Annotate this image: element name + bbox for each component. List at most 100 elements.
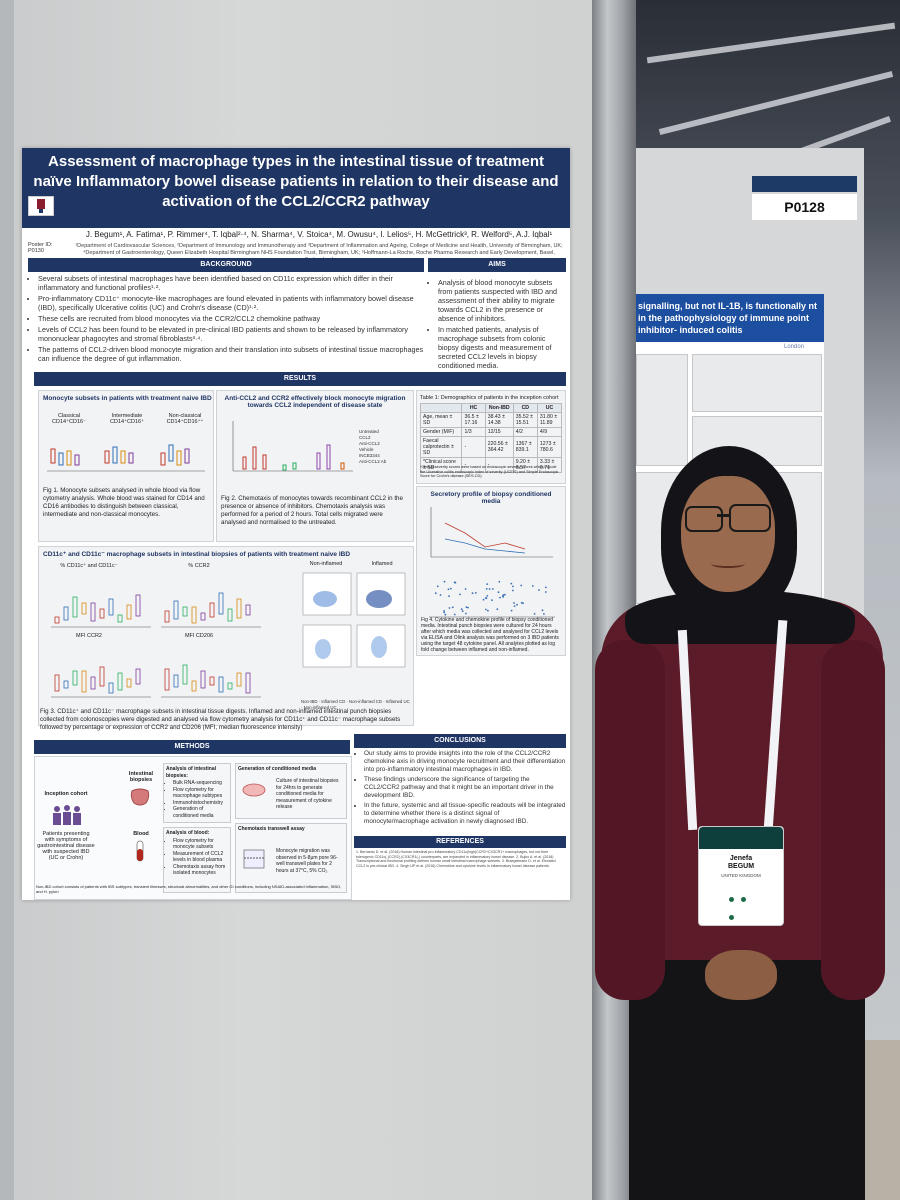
volcano-point — [545, 586, 547, 589]
fig3-box — [245, 604, 251, 616]
fig3-box — [72, 670, 78, 686]
volcano-point — [520, 584, 523, 587]
volcano-point — [482, 598, 485, 601]
conclusion-point: These findings underscore the significan… — [364, 776, 566, 800]
fig3-box — [227, 682, 233, 690]
table-header-cell — [419, 403, 463, 413]
blood-analysis-box: Analysis of blood: Flow cytometry for mo… — [163, 827, 231, 893]
flow-label: Non-inflamed — [309, 561, 343, 567]
fig3-box — [173, 600, 179, 620]
fig3-box — [54, 616, 60, 624]
volcano-point — [443, 610, 445, 612]
fig2-legend-item: Anti-CCL2 Ab — [359, 459, 387, 464]
fig3-box — [209, 602, 215, 618]
fig3-box — [99, 608, 105, 619]
fig3-box — [236, 672, 242, 687]
fig3-box — [182, 664, 188, 685]
volcano-point — [543, 613, 545, 615]
fig3-box — [117, 672, 123, 691]
fig3-box — [72, 596, 78, 618]
fig3-box — [63, 680, 69, 689]
aims-heading: AIMS — [428, 258, 566, 272]
volcano-point — [538, 589, 540, 591]
volcano-point — [465, 606, 468, 608]
table-cell: *Clinical score ± SD — [419, 457, 463, 473]
fig3-legend-item: Non-inflamed CD — [349, 699, 382, 704]
references-text: 1. Bernardo D. et al. (2018) Human intes… — [356, 850, 556, 868]
fig3-box — [164, 668, 170, 691]
ceiling-truss — [658, 71, 894, 135]
name-badge: Jenefa BEGUM UNITED KINGDOM — [698, 826, 784, 926]
background-point: These cells are recruited from blood mon… — [38, 314, 424, 323]
table-cell: 1367 ± 839.1 — [512, 436, 538, 458]
volcano-point — [484, 597, 487, 599]
biopsy-method-item: Flow cytometry for macrophage subtypes — [173, 787, 228, 800]
fig3-box — [191, 680, 197, 692]
hands — [705, 950, 777, 1000]
table-cell: 4/9 — [536, 427, 563, 437]
volcano-point — [498, 580, 501, 583]
background-point: Levels of CCL2 has been found to be elev… — [38, 325, 424, 343]
volcano-point — [467, 606, 469, 609]
fig1-panel: Monocyte subsets in patients with treatm… — [38, 390, 214, 542]
conclusion-point: In the future, systemic and all tissue-s… — [364, 802, 566, 826]
volcano-point — [460, 608, 463, 611]
fig1-boxplots — [47, 444, 205, 472]
fig3-box — [245, 672, 251, 694]
table-cell: 38.43 ± 14.38 — [484, 412, 514, 428]
fig3-box — [173, 674, 179, 688]
presenter: Jenefa BEGUM UNITED KINGDOM — [595, 440, 885, 1200]
face — [681, 476, 775, 592]
volcano-point — [434, 592, 437, 595]
fig3-box — [90, 602, 96, 622]
poster-id-label: Poster ID: — [28, 242, 53, 248]
poster-id-value: P0130 — [28, 248, 44, 254]
volcano-point — [496, 608, 499, 611]
petri-dish-icon — [242, 783, 266, 797]
table-cell: 31.80 ± 11.89 — [536, 412, 563, 428]
blood-method-item: Measurement of CCL2 levels in blood plas… — [173, 851, 228, 864]
volcano-point — [499, 596, 501, 599]
neighbor-figure — [636, 354, 688, 466]
inception-cohort-label: Inception cohort — [44, 791, 88, 797]
badge-name: Jenefa BEGUM — [699, 855, 783, 871]
conditioned-media-box: Generation of conditioned media Culture … — [235, 763, 347, 819]
blood-analysis-title: Analysis of blood: — [166, 830, 210, 836]
neighbor-poster-subtitle: London — [784, 344, 805, 350]
volcano-point — [504, 593, 506, 596]
volcano-point — [447, 588, 450, 591]
methods-panel: Inception cohort Patients presenting wit… — [34, 756, 352, 900]
volcano-point — [491, 599, 493, 601]
fig3-box — [126, 604, 132, 620]
volcano-point — [451, 606, 454, 609]
volcano-point — [513, 602, 515, 604]
table-cell: 35.52 ± 15.51 — [512, 412, 538, 428]
flow-label: Inflamed — [371, 561, 393, 567]
fig3-legend-item: Inflamed CD — [321, 699, 346, 704]
fig3-title: CD11c⁺ and CD11c⁻ macrophage subsets in … — [43, 551, 351, 558]
poster-authors: J. Begum¹, A. Fatima¹, P. Rimmer⁴, T. Iq… — [85, 230, 553, 239]
table-cell: Faecal calprotectin ± SD — [419, 436, 463, 458]
volcano-point — [512, 585, 514, 588]
olink-volcano-plot — [429, 580, 555, 618]
volcano-point — [485, 608, 487, 611]
volcano-point — [510, 609, 513, 612]
fig3-box — [227, 608, 233, 622]
smile — [711, 560, 745, 568]
fig2-legend-item: CCL2 — [359, 435, 371, 440]
volcano-point — [512, 589, 514, 592]
volcano-point — [453, 613, 456, 616]
board-edge — [0, 0, 14, 1200]
volcano-point — [444, 613, 447, 616]
glasses-right-lens — [729, 504, 771, 532]
fig1-sub: Classical CD14⁺CD16⁻ — [52, 413, 86, 425]
badge-dots — [729, 889, 753, 920]
volcano-point — [436, 585, 439, 588]
fig2-caption: Fig 2. Chemotaxis of monocytes towards r… — [221, 495, 403, 526]
table-cell: 220.56 ± 364.42 — [484, 436, 514, 458]
fig2-panel: Anti-CCL2 and CCR2 effectively block mon… — [216, 390, 414, 542]
table-cell: 3.33 ± 0.71 — [536, 457, 563, 473]
volcano-point — [491, 588, 494, 590]
intestine-icon — [130, 788, 150, 806]
volcano-point — [471, 592, 474, 595]
